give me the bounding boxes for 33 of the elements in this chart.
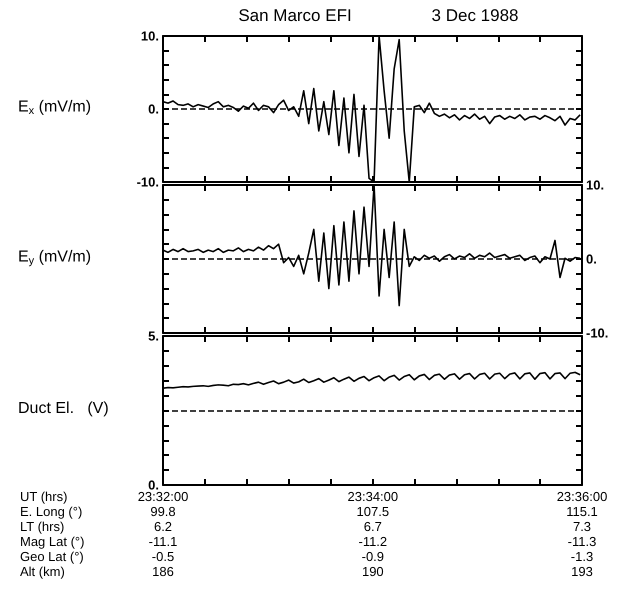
text: 107.5 [356, 504, 390, 519]
x-tick-label: 23:36:00 [556, 489, 608, 504]
text: -0.9 [362, 549, 384, 564]
text: Mag Lat (°) [20, 534, 84, 549]
y-tick-label: 0. [586, 252, 597, 266]
text: -0.5 [152, 549, 174, 564]
text: 99.8 [150, 504, 176, 519]
y-tick-label: 0. [148, 102, 159, 116]
y-tick-label: 10. [586, 178, 604, 192]
text: -1.3 [570, 549, 594, 564]
text: 6.7 [364, 519, 382, 534]
text: E. Long (°) [20, 504, 82, 519]
text: 115.1 [566, 504, 598, 519]
x-axis-title: UT (hrs) [20, 489, 68, 504]
text: -11.2 [358, 534, 388, 549]
chart-title: San Marco EFI [238, 6, 352, 25]
y-tick-label: 10. [140, 28, 159, 44]
x-tick-label: 23:34:00 [348, 489, 398, 504]
text: -11.3 [568, 534, 596, 549]
text: 6.2 [154, 519, 172, 534]
text: -11.1 [148, 534, 178, 549]
y-axis-title: Duct El. (V) [18, 400, 109, 417]
y-tick-label: -10. [136, 174, 159, 190]
text: 193 [571, 564, 593, 579]
chart-subtitle: 3 Dec 1988 [432, 6, 518, 25]
y-tick-label: -10. [586, 326, 608, 340]
text: 7.3 [572, 519, 592, 534]
text: 186 [152, 564, 174, 579]
text: Alt (km) [20, 564, 65, 579]
text: 190 [362, 564, 384, 579]
y-tick-label: 5. [148, 328, 159, 344]
text: LT (hrs) [20, 519, 64, 534]
text: Geo Lat (°) [20, 549, 84, 564]
